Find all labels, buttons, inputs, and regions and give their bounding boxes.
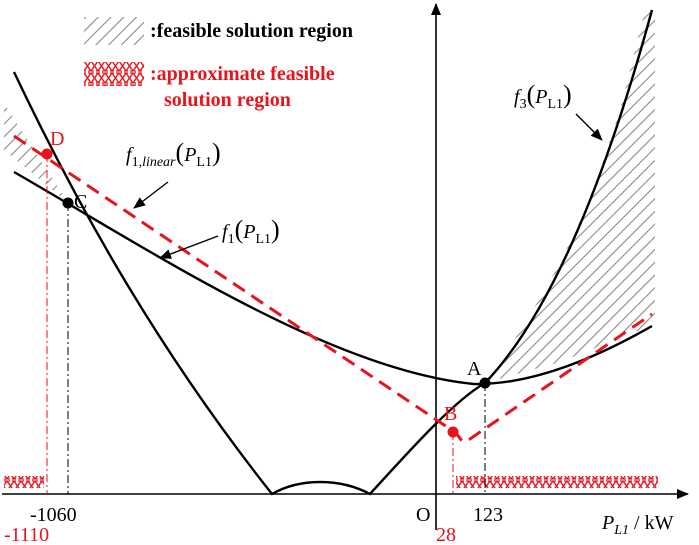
legend-approx-text-2: solution region [164, 89, 291, 111]
label-C: C [74, 191, 87, 213]
tick-label-minus-1110: -1110 [4, 524, 49, 545]
legend-swatch-approx [84, 62, 144, 86]
legend-swatch-feasible [84, 17, 144, 45]
curve-f3 [12, 9, 654, 496]
origin-label: O [416, 504, 430, 526]
legend-feasible-text: :feasible solution region [150, 20, 353, 42]
point-C [62, 197, 74, 209]
point-A [479, 377, 491, 389]
label-D: D [50, 128, 64, 150]
label-f1: f1(PL1) [222, 215, 280, 247]
pointer-f1-linear [133, 181, 169, 209]
point-D [41, 148, 53, 160]
feasible-region-left [4, 103, 68, 203]
feasible-region-right [485, 10, 655, 383]
tick-label-28: 28 [436, 524, 456, 545]
approx-region-left [4, 476, 44, 488]
point-B [447, 426, 459, 438]
curve-f1-linear [13, 134, 653, 443]
x-axis-label: PL1/ kW [601, 512, 674, 538]
tick-label-123: 123 [473, 504, 503, 526]
label-B: B [444, 403, 457, 425]
pointer-f3 [575, 113, 603, 141]
label-f1-linear: f1,linear(PL1) [126, 138, 221, 170]
label-f3: f3(PL1) [514, 80, 572, 112]
label-A: A [467, 358, 482, 380]
approx-region-right [456, 476, 658, 488]
pointer-f1 [159, 235, 219, 259]
tick-label-minus-1060: -1060 [30, 504, 77, 526]
legend-approx-text-1: :approximate feasible [150, 63, 335, 85]
